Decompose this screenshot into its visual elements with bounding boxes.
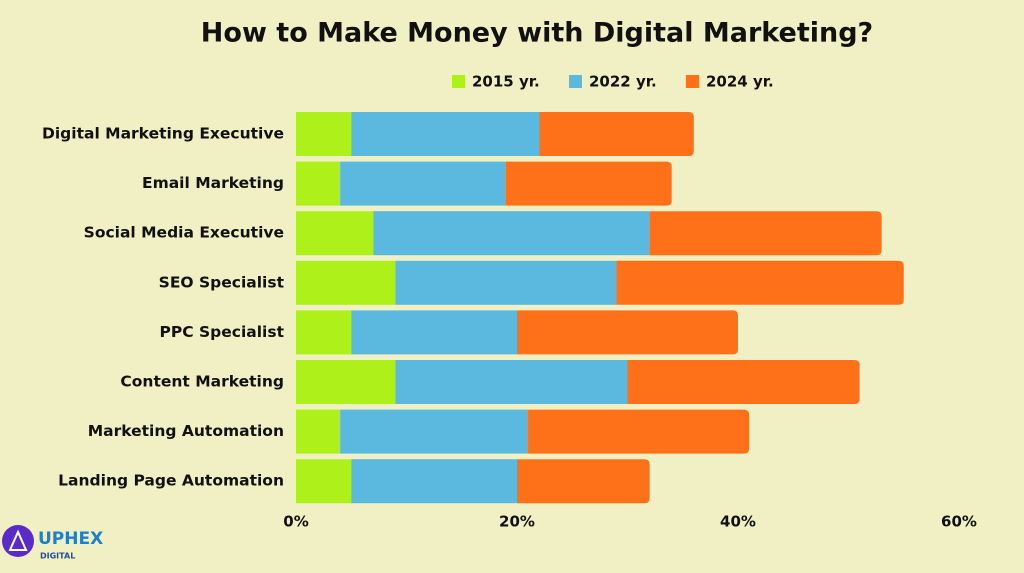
y-tick-label: PPC Specialist — [160, 323, 285, 341]
x-tick-label: 60% — [941, 513, 977, 531]
bar — [351, 459, 517, 504]
bar — [296, 459, 352, 504]
chart-title: How to Make Money with Digital Marketing… — [201, 18, 873, 49]
legend-swatch — [452, 75, 465, 88]
bar — [296, 409, 341, 454]
x-tick-label: 20% — [499, 513, 535, 531]
bar — [517, 310, 738, 355]
legend-swatch — [686, 75, 699, 88]
bar — [373, 211, 650, 256]
y-tick-label: Social Media Executive — [84, 224, 284, 242]
bar — [505, 161, 672, 206]
bar — [616, 260, 904, 305]
bar — [296, 310, 352, 355]
bar — [296, 260, 396, 305]
logo: UPHEX DIGITAL — [2, 525, 103, 561]
legend-label: 2024 yr. — [706, 73, 774, 91]
legend-swatch — [569, 75, 582, 88]
bar — [340, 161, 506, 206]
bar — [296, 360, 396, 404]
bar — [517, 459, 650, 504]
y-tick-label: Email Marketing — [142, 174, 284, 192]
bar — [528, 409, 750, 454]
bar — [296, 112, 352, 156]
y-tick-label: Landing Page Automation — [58, 472, 284, 490]
logo-sub: DIGITAL — [40, 552, 75, 561]
bar — [539, 112, 694, 156]
bar — [395, 360, 628, 404]
bar — [296, 211, 374, 256]
y-tick-label: Marketing Automation — [88, 422, 284, 440]
y-tick-label: SEO Specialist — [159, 273, 285, 291]
logo-name: UPHEX — [38, 529, 103, 549]
bar — [649, 211, 882, 256]
y-tick-label: Digital Marketing Executive — [42, 125, 284, 143]
bar — [340, 409, 529, 454]
bar — [351, 112, 540, 156]
bar — [627, 360, 860, 404]
bar — [395, 260, 617, 305]
x-tick-label: 40% — [720, 513, 756, 531]
bar — [296, 161, 341, 206]
x-tick-label: 0% — [283, 513, 308, 531]
logo-glyph — [8, 529, 28, 551]
legend-label: 2022 yr. — [589, 73, 657, 91]
legend-label: 2015 yr. — [472, 73, 540, 91]
bar — [351, 310, 517, 355]
y-tick-label: Content Marketing — [120, 373, 284, 391]
